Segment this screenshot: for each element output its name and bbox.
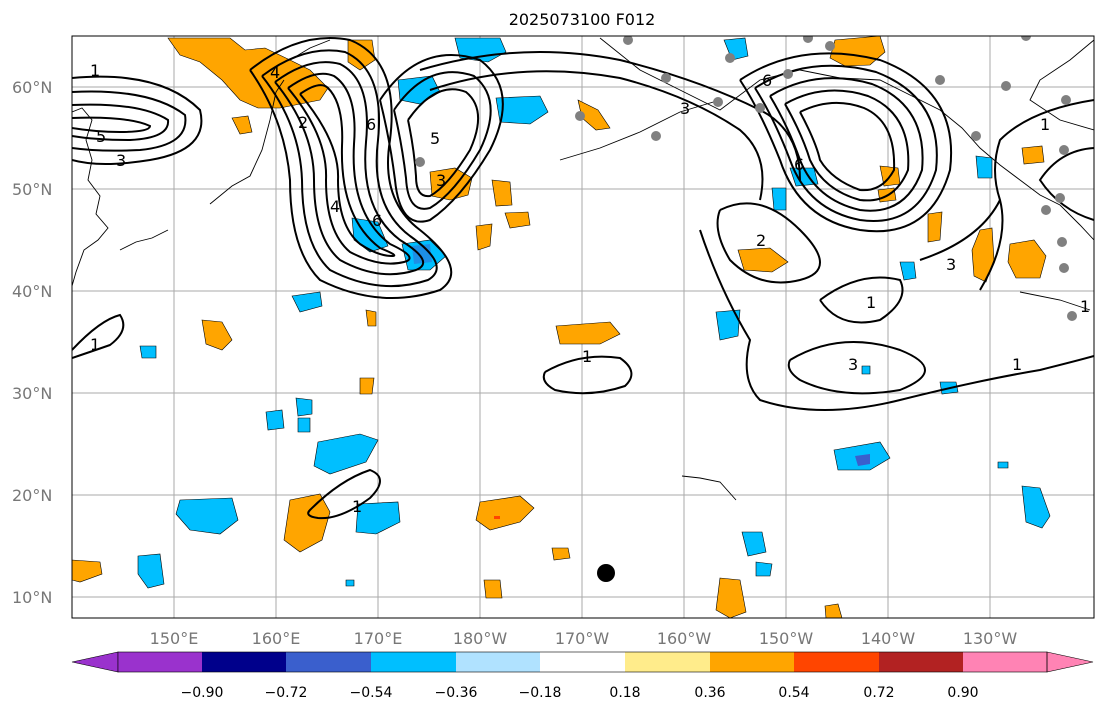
contour-label: 6 (762, 71, 772, 90)
colorbar-tick: 0.72 (863, 685, 894, 701)
colorbar-segment (625, 652, 710, 672)
station-markers (415, 36, 1077, 321)
contour-label: 5 (430, 129, 440, 148)
contour-label: 2 (756, 231, 766, 250)
lat-label: 30°N (12, 384, 52, 403)
contour-label: 5 (96, 127, 106, 146)
contour-label: 1 (866, 293, 876, 312)
contour-label: 4 (270, 63, 280, 82)
storm-center-marker (597, 564, 615, 582)
lat-label: 50°N (12, 180, 52, 199)
map-plot-area: 1 1 3 5 4 2 6 6 5 3 4 3 6 1 2 1 3 1 1 3 … (72, 36, 1094, 618)
coastlines (72, 37, 1094, 501)
contour-label: 3 (848, 355, 858, 374)
lon-label: 140°W (861, 629, 916, 648)
lon-label: 150°W (759, 629, 814, 648)
contour-label: 2 (298, 113, 308, 132)
contour-label: 3 (946, 255, 956, 274)
colorbar-tick: −0.72 (265, 685, 308, 701)
colorbar-segment (371, 652, 456, 672)
contour-label: 4 (330, 197, 340, 216)
contour-label: 1 (1080, 297, 1090, 316)
colorbar-tick: 0.90 (947, 685, 978, 701)
colorbar-segment (963, 652, 1047, 672)
lat-label: 20°N (12, 486, 52, 505)
colorbar-tick: 0.36 (694, 685, 725, 701)
longitude-labels: 150°E 160°E 170°E 180°W 170°W 160°W 150°… (150, 629, 1018, 648)
latitude-labels: 60°N 50°N 40°N 30°N 20°N 10°N (12, 78, 52, 607)
colorbar-segment (540, 652, 625, 672)
colorbar-segment (879, 652, 963, 672)
colorbar-segment (794, 652, 879, 672)
colorbar-segment (710, 652, 794, 672)
lat-label: 10°N (12, 588, 52, 607)
colorbar-segment (456, 652, 540, 672)
colorbar-tick: −0.18 (519, 685, 562, 701)
contour-label: 1 (1040, 115, 1050, 134)
contour-label: 1 (352, 497, 362, 516)
plot-frame (71, 35, 1095, 619)
contour-label: 6 (372, 211, 382, 230)
lon-label: 170°W (555, 629, 610, 648)
lat-label: 60°N (12, 78, 52, 97)
contour-labels: 1 1 3 5 4 2 6 6 5 3 4 3 6 1 2 1 3 1 1 3 … (90, 61, 1090, 516)
contour-label: 6 (366, 115, 376, 134)
colorbar-extend-max (1046, 651, 1094, 673)
colorbar-tick: −0.54 (350, 685, 393, 701)
colorbar-segment (202, 652, 286, 672)
map-title: 2025073100 F012 (508, 10, 656, 29)
lon-label: 130°W (963, 629, 1018, 648)
contour-label: 1 (90, 61, 100, 80)
contour-label: 3 (436, 171, 446, 190)
colorbar-segment (286, 652, 371, 672)
colorbar-tick: −0.90 (181, 685, 224, 701)
colorbar-segment (118, 652, 202, 672)
negative-anomaly-patches (137, 37, 1051, 589)
contour-label: 6 (794, 155, 804, 174)
lon-label: 150°E (150, 629, 199, 648)
contour-label: 1 (1012, 355, 1022, 374)
contour-label: 3 (116, 151, 126, 170)
colorbar-tick: −0.36 (435, 685, 478, 701)
lon-label: 170°E (354, 629, 403, 648)
colorbar-tick: 0.54 (778, 685, 809, 701)
colorbar: −0.90 −0.72 −0.54 −0.36 −0.18 0.18 0.36 … (71, 651, 1094, 701)
lon-label: 160°W (657, 629, 712, 648)
lon-label: 180°W (453, 629, 508, 648)
lon-label: 160°E (252, 629, 301, 648)
contour-label: 1 (582, 347, 592, 366)
colorbar-extend-min (71, 651, 119, 673)
contour-label: 1 (90, 335, 100, 354)
colorbar-tick-labels: −0.90 −0.72 −0.54 −0.36 −0.18 0.18 0.36 … (181, 685, 979, 701)
colorbar-tick: 0.18 (609, 685, 640, 701)
contour-label: 3 (680, 99, 690, 118)
lat-label: 40°N (12, 282, 52, 301)
